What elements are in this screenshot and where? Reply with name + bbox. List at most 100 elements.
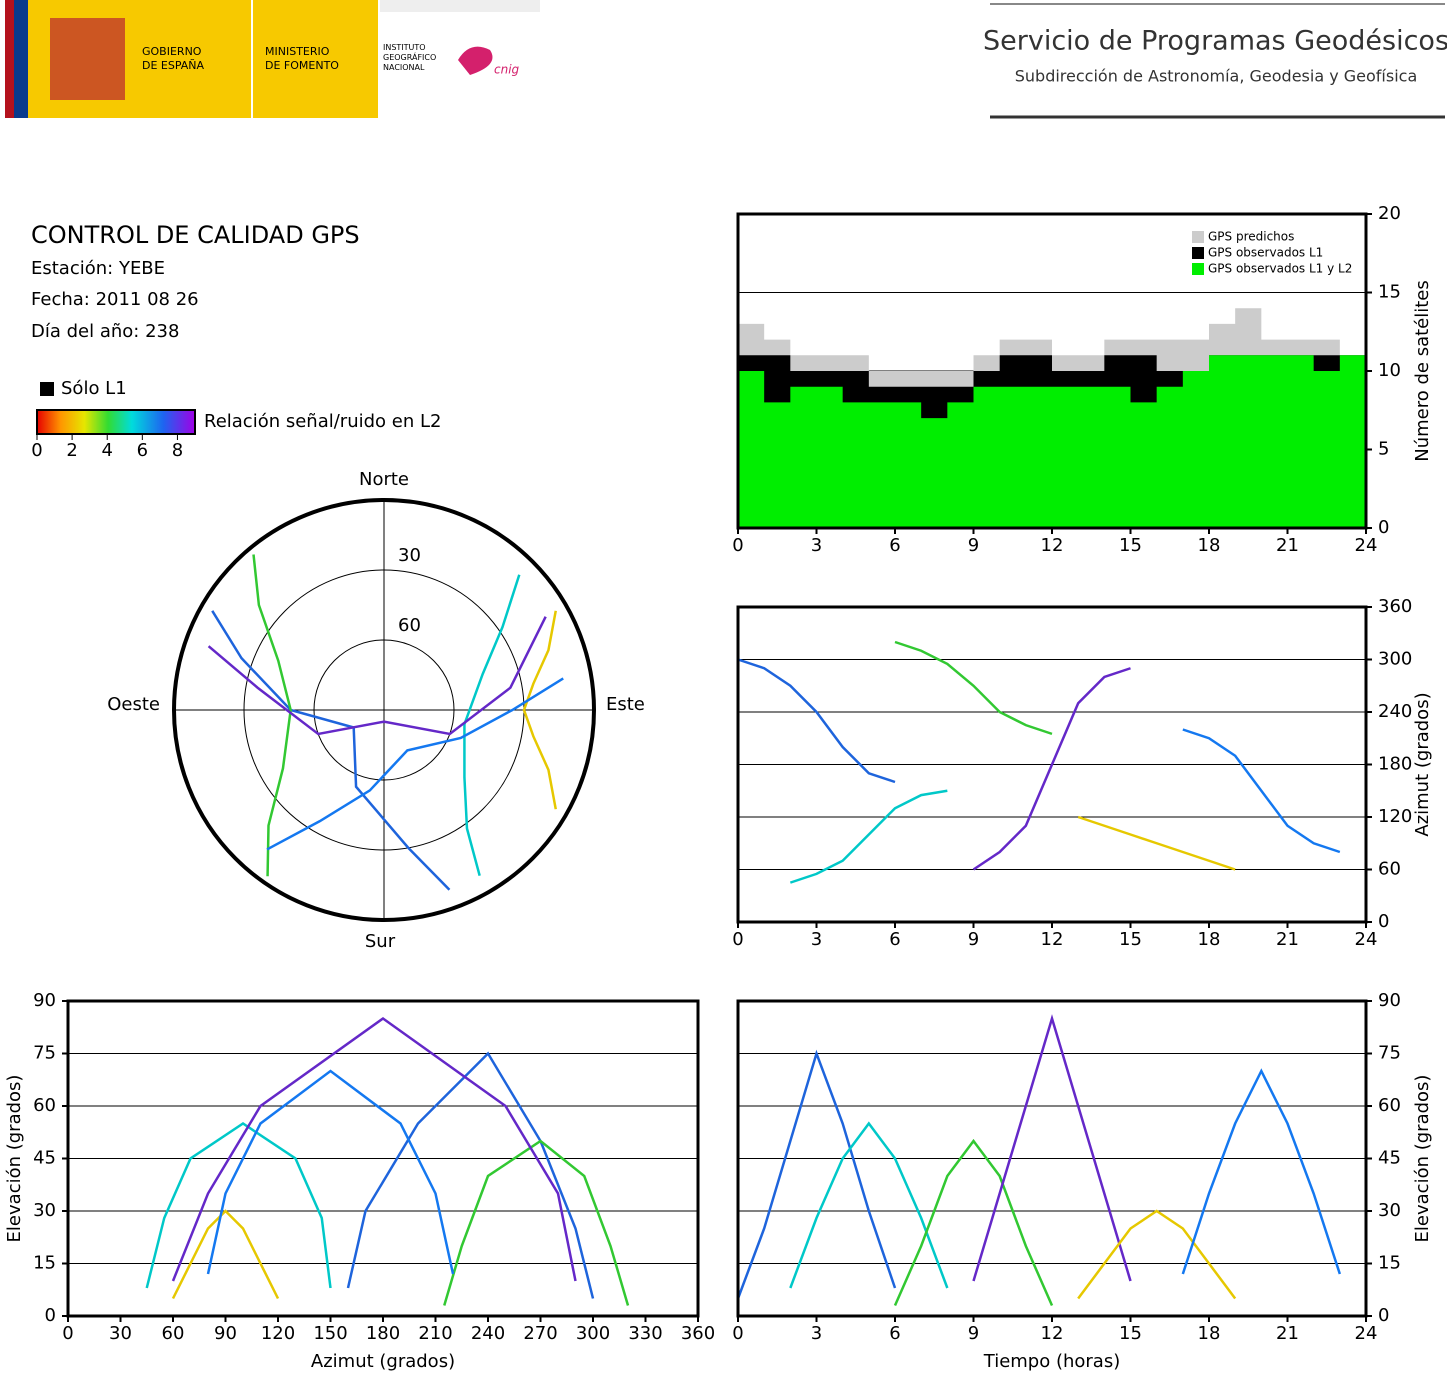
ring-label: 30 [398,545,421,566]
institute-text: INSTITUTO GEOGRÁFICO NACIONAL [383,43,436,72]
x-tick-label: 6 [889,929,900,950]
gov-text: GOBIERNO DE ESPAÑA [142,45,205,72]
track [145,1121,332,1289]
x-tick-label: 18 [1198,1323,1221,1344]
track [1181,1068,1342,1275]
chart: 0 60 120 180 240 300 360 0 3 6 9 12 15 18 21 24 Azimut (… [732,596,1433,950]
y-tick-label: 75 [33,1043,56,1064]
x-tick-label: 150 [313,1323,347,1344]
y-tick-label: 360 [1378,596,1412,617]
x-tick-label: 21 [1276,535,1299,556]
legend-label: GPS observados L1 y L2 [1208,262,1352,276]
track [1077,815,1236,871]
x-tick-label: 24 [1355,929,1378,950]
ring-label: 60 [398,615,421,636]
y-tick-label: 15 [33,1253,56,1274]
legend-swatch [1192,231,1204,243]
x-tick-label: 21 [1276,1323,1299,1344]
x-tick-label: 12 [1041,1323,1064,1344]
cnig-text: cnig [494,63,520,77]
plot-frame [736,999,1368,1318]
service-title: Servicio de Programas Geodésicos [983,26,1447,57]
x-tick-label: 0 [732,929,743,950]
y-tick-label: 60 [1378,859,1401,880]
x-tick-label: 0 [732,1323,743,1344]
x-tick-label: 0 [732,535,743,556]
colorbar-tick-label: 2 [66,440,77,461]
y-tick-label: 30 [1378,1200,1401,1221]
plot-frame [736,212,1368,530]
x-tick-label: 360 [681,1323,715,1344]
sky-track [207,616,547,736]
chart: 0 5 10 15 20 0 3 6 9 12 15 18 21 24 GPS predichos GPS o… [732,203,1433,556]
x-tick-label: 240 [471,1323,505,1344]
colorbar-tick-label: 0 [31,440,42,461]
x-tick-label: 3 [811,535,822,556]
y-tick-label: 0 [1378,1305,1389,1326]
y-tick-label: 240 [1378,701,1412,722]
x-tick-label: 24 [1355,1323,1378,1344]
track [789,789,948,884]
x-tick-label: 15 [1119,929,1142,950]
date: Fecha: 2011 08 26 [31,289,199,310]
station: Estación: YEBE [31,258,165,279]
colorbar-tick-label: 8 [172,440,183,461]
horizon [172,498,596,922]
y-axis-label: Azimut (grados) [1412,692,1433,836]
sky-track [211,610,451,891]
y-tick-label: 75 [1378,1043,1401,1064]
colorbar-tick-label: 4 [101,440,112,461]
track [1077,1209,1237,1300]
track [972,1014,1132,1282]
eu-stripe [14,0,28,118]
sky-track [463,574,521,877]
y-tick-label: 0 [45,1305,56,1326]
legend-swatch [1192,263,1204,275]
x-tick-label: 3 [811,1323,822,1344]
ministry-text: MINISTERIO DE FOMENTO [265,45,339,72]
x-tick-label: 12 [1041,535,1064,556]
x-tick-label: 0 [62,1323,73,1344]
cnig-logo [458,46,493,75]
y-tick-label: 20 [1378,203,1401,224]
y-axis-label: Número de satélites [1412,280,1433,462]
l1-swatch [40,382,54,396]
x-tick-label: 24 [1355,535,1378,556]
legend-label: GPS predichos [1208,230,1294,244]
x-tick-label: 120 [261,1323,295,1344]
coat-of-arms [50,18,125,100]
x-tick-label: 300 [576,1323,610,1344]
y-tick-label: 60 [33,1095,56,1116]
x-tick-label: 9 [968,929,979,950]
x-tick-label: 18 [1198,535,1221,556]
west-label: Oeste [107,694,160,715]
track [443,1139,630,1306]
header: GOBIERNO DE ESPAÑA MINISTERIO DE FOMENTO I… [5,0,1447,119]
track [736,1049,897,1299]
chart: 0 15 30 45 60 75 90 0 3 6 9 12 15 18 21 24 Tiempo (horas… [732,990,1433,1372]
north-label: Norte [359,469,409,490]
y-tick-label: 15 [1378,1253,1401,1274]
track [171,1209,280,1300]
x-tick-label: 21 [1276,929,1299,950]
x-tick-label: 330 [628,1323,662,1344]
service-subtitle: Subdirección de Astronomía, Geodesia y G… [1015,67,1418,86]
y-tick-label: 300 [1378,649,1412,670]
y-axis-label: Elevación (grados) [4,1075,25,1243]
x-tick-label: 9 [968,535,979,556]
y-tick-label: 45 [33,1148,56,1169]
page-title: CONTROL DE CALIDAD GPS [31,221,360,249]
chart: 0 15 30 45 60 75 90 0 30 60 90 120 150 180 210 240 270 30… [4,990,715,1372]
y-axis-label: Elevación (grados) [1412,1075,1433,1243]
ign-bar [380,0,540,12]
y-tick-label: 15 [1378,282,1401,303]
track [789,1121,949,1289]
x-tick-label: 6 [889,535,900,556]
x-axis-label: Azimut (grados) [311,1351,455,1372]
l1-label: Sólo L1 [61,378,127,399]
x-tick-label: 90 [214,1323,237,1344]
x-tick-label: 15 [1119,1323,1142,1344]
y-tick-label: 0 [1378,911,1389,932]
x-tick-label: 60 [162,1323,185,1344]
flag-stripe [5,0,14,118]
